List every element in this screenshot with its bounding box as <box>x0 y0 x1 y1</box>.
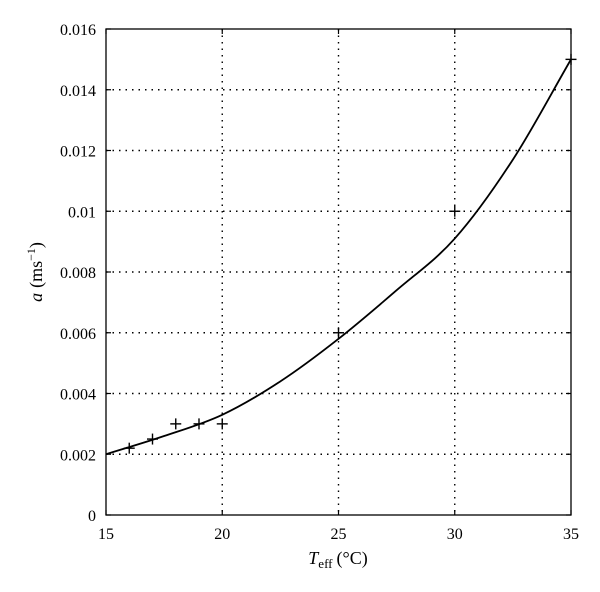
data-point <box>123 442 135 454</box>
x-tick-label: 35 <box>563 526 579 543</box>
data-point <box>193 418 205 430</box>
y-axis-label: a (ms−1) <box>24 242 47 302</box>
data-point <box>333 327 344 339</box>
y-tick-label: 0.01 <box>68 204 96 221</box>
y-tick-label: 0.016 <box>60 22 96 39</box>
x-axis-unit: (°C) <box>337 548 368 569</box>
y-tick-label: 0 <box>88 508 96 525</box>
x-tick-label: 30 <box>447 526 463 543</box>
y-axis-unit-exponent: −1 <box>24 248 38 261</box>
grid-lines <box>106 29 571 515</box>
y-tick-labels: 0 0.002 0.004 0.006 0.008 0.01 0.012 0.014 0.016 <box>60 22 96 525</box>
data-point <box>147 433 158 445</box>
x-tick-label: 15 <box>98 526 114 543</box>
y-axis-unit-close: ) <box>26 242 47 248</box>
x-axis-subscript: eff <box>318 556 333 571</box>
y-axis-symbol: a <box>26 293 46 302</box>
y-tick-label: 0.006 <box>60 326 96 343</box>
x-axis-label: Teff (°C) <box>308 548 367 571</box>
y-tick-label: 0.014 <box>60 83 96 100</box>
x-axis-symbol: T <box>308 548 320 568</box>
fit-curve <box>105 58 572 456</box>
data-point <box>216 418 228 430</box>
data-markers <box>123 53 577 454</box>
x-tick-labels: 15 20 25 30 35 <box>98 526 579 543</box>
y-tick-label: 0.012 <box>60 144 96 161</box>
y-tick-label: 0.008 <box>60 265 96 282</box>
data-point <box>449 205 461 217</box>
y-axis-unit-open: (ms <box>26 261 47 288</box>
x-tick-label: 20 <box>214 526 230 543</box>
y-tick-label: 0.004 <box>60 387 96 404</box>
y-tick-label: 0.002 <box>60 447 96 464</box>
x-tick-label: 25 <box>331 526 347 543</box>
data-point <box>565 53 577 65</box>
data-point <box>170 418 182 430</box>
